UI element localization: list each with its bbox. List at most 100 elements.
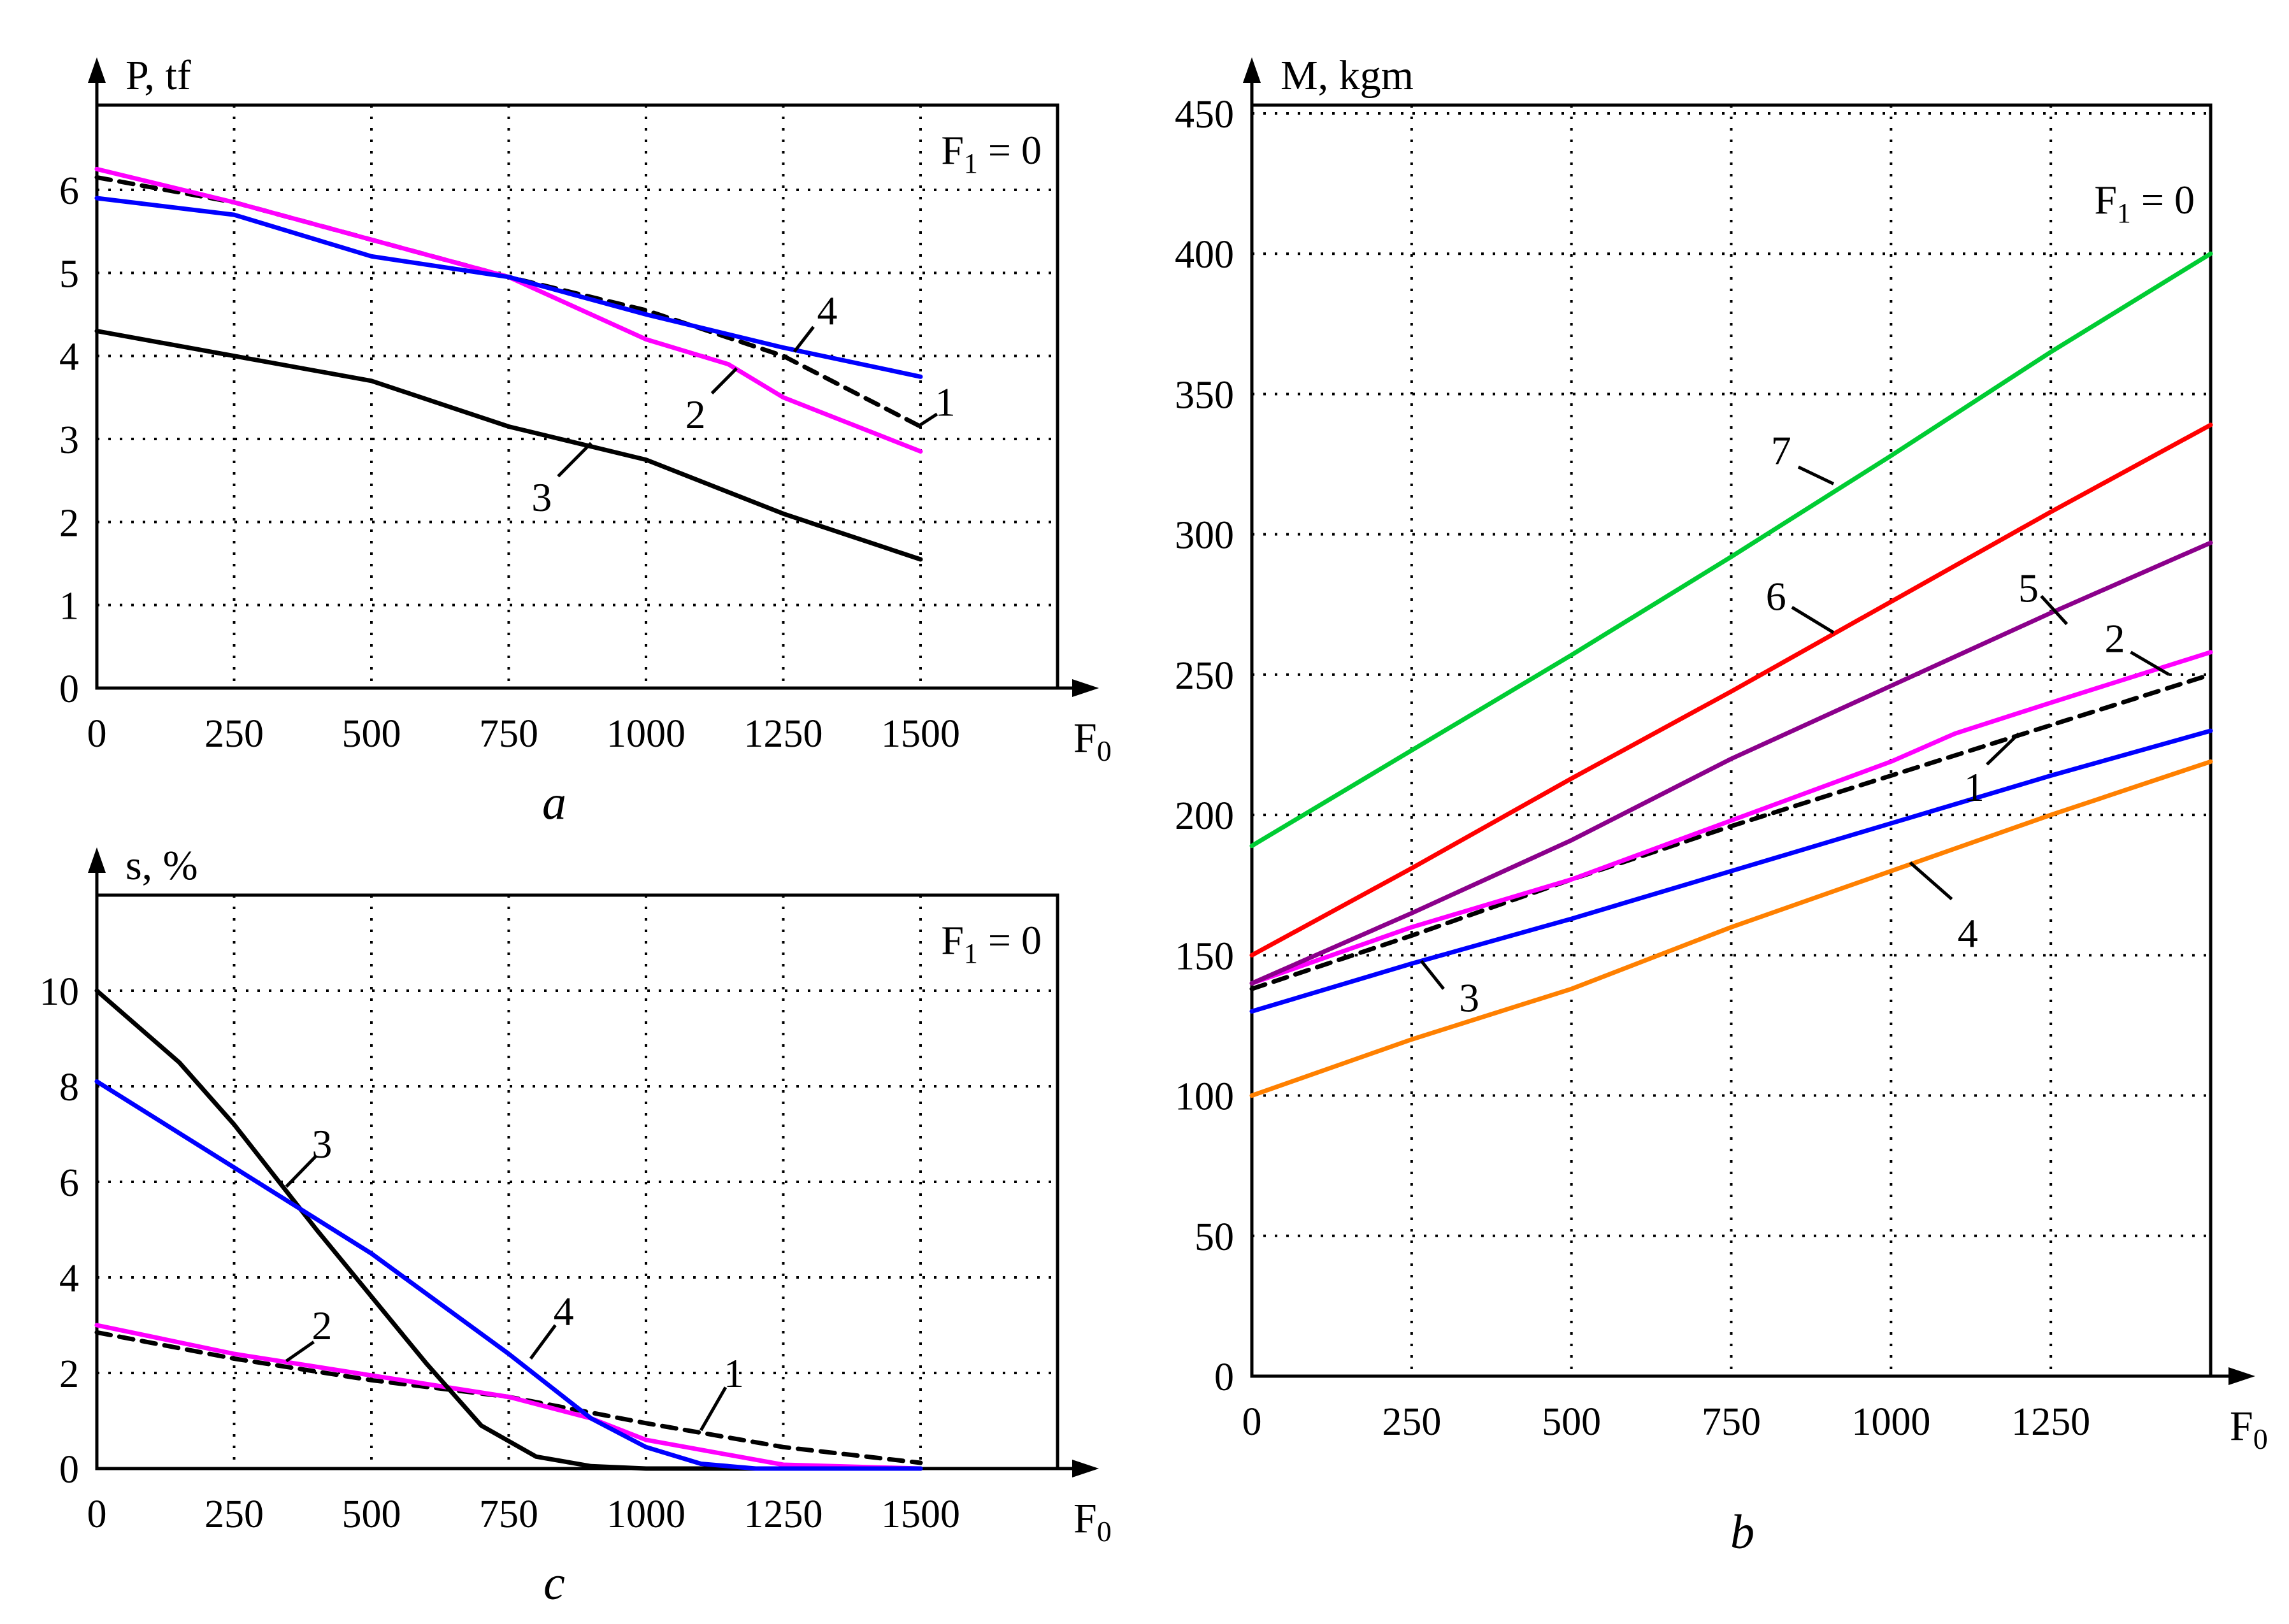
y-axis-label: M, kgm [1281, 52, 1414, 99]
annotation-f1: F1 = 0 [941, 917, 1042, 969]
x-tick-label: 1000 [606, 1493, 685, 1536]
x-tick-label: 250 [205, 712, 264, 756]
curve-label-leader [529, 1324, 557, 1360]
curve-label-leader [700, 1386, 728, 1432]
x-axis-label: F0 [1073, 715, 1112, 767]
y-tick-label: 350 [1175, 373, 1234, 417]
x-axis-arrow [1072, 1460, 1099, 1477]
curve-label-leader [917, 412, 938, 428]
y-tick-label: 400 [1175, 233, 1234, 277]
y-tick-label: 10 [39, 970, 79, 1014]
x-axis-label: F0 [1073, 1495, 1112, 1548]
y-tick-label: 4 [59, 336, 79, 379]
series-line-7 [1249, 251, 2213, 849]
x-tick-label: 250 [1382, 1400, 1441, 1444]
y-tick-label: 50 [1195, 1216, 1234, 1259]
curve-label-leader [2130, 650, 2171, 677]
y-tick-label: 4 [59, 1257, 79, 1300]
curve-label: 3 [531, 475, 552, 520]
x-tick-label: 1250 [744, 712, 823, 756]
plot-frame [95, 103, 1059, 690]
curve-label: 3 [312, 1121, 332, 1167]
x-axis-label: F0 [2230, 1403, 2268, 1455]
y-tick-label: 150 [1175, 935, 1234, 978]
panel-caption: a [542, 776, 566, 830]
y-tick-label: 6 [59, 1161, 79, 1205]
y-tick-label: 300 [1175, 514, 1234, 557]
y-tick-label: 450 [1175, 93, 1234, 136]
curve-label: 4 [817, 288, 837, 333]
annotation-f1-rest: = 0 [2131, 177, 2195, 222]
x-tick-label: 500 [342, 1493, 401, 1536]
annotation-f1-sub: 1 [2117, 198, 2131, 229]
y-tick-label: 6 [59, 169, 79, 213]
series-line-3 [1249, 728, 2213, 1014]
curve-label-leader [1419, 959, 1445, 990]
x-tick-label: 1250 [744, 1493, 823, 1536]
curve-label: 7 [1771, 428, 1791, 473]
series-line-2 [1249, 650, 2213, 986]
curve-label-leader [1986, 732, 2020, 766]
curve-label: 2 [312, 1303, 332, 1348]
y-tick-label: 3 [59, 419, 79, 462]
x-tick-label: 0 [87, 712, 107, 756]
x-tick-label: 750 [479, 712, 538, 756]
curve-label-leader [285, 1340, 315, 1363]
x-tick-label: 500 [1542, 1400, 1601, 1444]
curve-label: 3 [1459, 975, 1479, 1020]
y-tick-label: 8 [59, 1066, 79, 1109]
y-tick-label: 0 [1214, 1356, 1234, 1399]
curve-label-leader [285, 1154, 318, 1188]
y-axis-label: s, % [126, 842, 198, 889]
series-line-2 [94, 166, 923, 454]
series-line-3 [94, 988, 923, 1471]
annotation-f1: F1 = 0 [2094, 177, 2195, 229]
curve-label: 5 [2018, 565, 2039, 610]
curve-label-leader [1797, 465, 1835, 485]
annotation-f1-rest: = 0 [978, 917, 1042, 963]
curve-label-leader [710, 367, 738, 395]
x-tick-label: 750 [479, 1493, 538, 1536]
y-tick-label: 2 [59, 1353, 79, 1396]
curve-label-leader [793, 326, 815, 353]
series-line-6 [1249, 422, 2213, 958]
x-tick-label: 0 [87, 1493, 107, 1536]
x-tick-label: 1250 [2011, 1400, 2090, 1444]
series-line-1 [1249, 672, 2213, 991]
x-tick-label: 1000 [1851, 1400, 1930, 1444]
annotation-f1-sub: 1 [964, 938, 978, 969]
x-tick-label: 250 [205, 1493, 264, 1536]
series-line-5 [1249, 540, 2213, 986]
series-line-2 [94, 1323, 923, 1471]
curve-label: 1 [1964, 765, 1984, 810]
x-axis-arrow [1072, 679, 1099, 697]
series-line-3 [94, 329, 923, 562]
panel-caption: b [1730, 1505, 1754, 1559]
curve-label: 2 [685, 392, 706, 437]
y-axis-label: P, tf [126, 52, 191, 99]
curve-label: 2 [2105, 616, 2125, 661]
x-axis-label-sub: 0 [1097, 1515, 1112, 1548]
series-line-4 [94, 196, 923, 379]
y-tick-label: 1 [59, 585, 79, 628]
annotation-f1-rest: = 0 [978, 127, 1042, 173]
curve-label: 6 [1766, 574, 1786, 619]
x-axis-label-sub: 0 [2253, 1423, 2268, 1455]
x-axis-label-sub: 0 [1097, 735, 1112, 767]
x-tick-label: 500 [342, 712, 401, 756]
annotation-f1-sub: 1 [964, 148, 978, 179]
curve-label: 4 [1958, 910, 1978, 956]
y-tick-label: 250 [1175, 654, 1234, 698]
curve-label-leader [557, 442, 592, 478]
y-axis-arrow [88, 57, 106, 83]
curve-label-leader [1909, 861, 1953, 901]
panel-caption: c [543, 1556, 565, 1610]
x-tick-label: 1000 [606, 712, 685, 756]
curve-label: 4 [554, 1289, 574, 1334]
x-axis-arrow [2228, 1367, 2255, 1385]
series-line-4 [1249, 759, 2213, 1098]
curve-label: 1 [724, 1351, 744, 1396]
